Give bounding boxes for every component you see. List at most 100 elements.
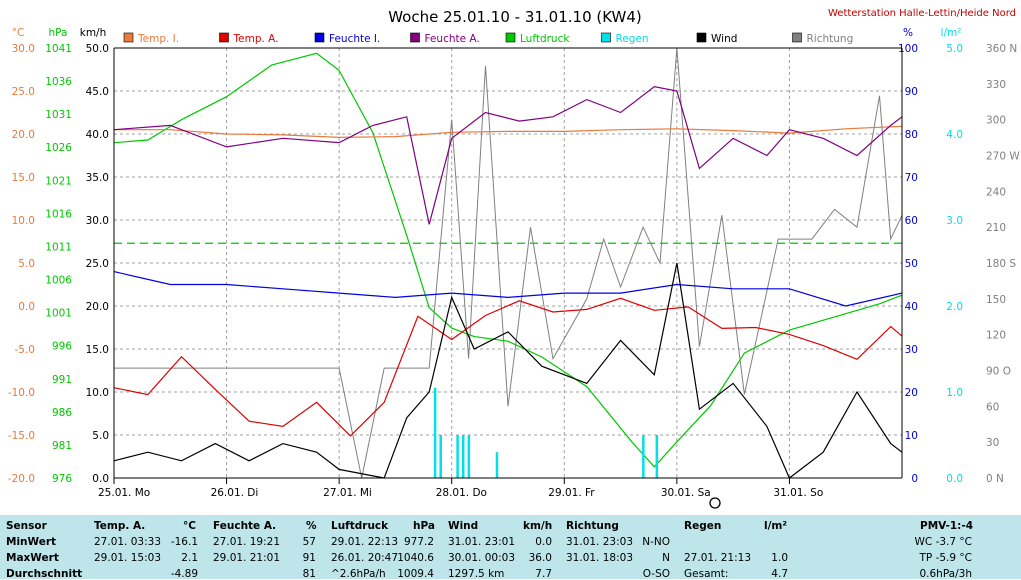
stats-row-label: Durchschnitt	[6, 568, 83, 580]
axis-tick-label: 20	[905, 387, 918, 399]
axis-tick-label: 991	[52, 374, 72, 386]
series-line-luftdruck	[113, 52, 903, 468]
axis-tick-label: 0 N	[986, 473, 1004, 485]
rain-bar	[439, 435, 442, 478]
stats-cell: -4.89	[170, 568, 198, 580]
axis-tick-label: 10.0	[12, 215, 35, 227]
legend-label: Temp. A.	[233, 33, 279, 45]
axis-tick-label: 1031	[45, 109, 72, 121]
stats-cell: 31.01. 18:03	[566, 552, 633, 564]
axis-tick-label: 60	[905, 215, 918, 227]
stats-unit-wind: km/h	[523, 520, 553, 532]
stats-head-wind: Wind	[448, 520, 479, 532]
axis-tick-label: 0.0	[92, 473, 109, 485]
axis-tick-label: 30.0	[86, 215, 109, 227]
axis-tick-label: 45.0	[86, 86, 109, 98]
stats-cell: TP -5.9 °C	[919, 552, 973, 564]
axis-tick-label: 40	[905, 301, 918, 313]
axis-unit-pressure: hPa	[49, 27, 68, 39]
stats-cell: ^2.6hPa/h	[331, 568, 386, 580]
legend: Temp. I. Temp. A. Feuchte I. Feuchte A. Luft…	[123, 32, 854, 45]
axis-tick-label: 10	[905, 430, 918, 442]
axis-tick-label: 2.0	[946, 301, 963, 313]
series-line-richtung	[114, 47, 903, 479]
axis-tick-label: 50	[905, 258, 918, 270]
axes: 30.0 25.0 20.0 15.0 10.0 5.0 0.0 -5.0 -10.0 -15.0…	[8, 27, 1021, 499]
rain-bar	[456, 435, 459, 478]
stats-cell: 7.7	[535, 568, 552, 580]
axis-tick-label: 30.0	[12, 43, 35, 55]
axis-tick-label: -20.0	[8, 473, 35, 485]
stats-cell: 27.01. 19:21	[213, 536, 280, 548]
stats-cell: 31.01. 23:03	[566, 536, 633, 548]
legend-swatch	[792, 32, 802, 43]
stats-cell: 0.6hPa/3h	[919, 568, 972, 580]
axis-unit-humidity: %	[903, 27, 913, 39]
legend-swatch	[696, 32, 707, 43]
axis-tick-label: 100	[898, 43, 918, 55]
stats-cell: WC -3.7 °C	[914, 536, 972, 548]
stats-unit-pressure: hPa	[413, 520, 435, 532]
stats-cell: Gesamt:	[684, 568, 729, 580]
axis-tick-label: -10.0	[8, 387, 35, 399]
legend-label: Regen	[616, 33, 649, 45]
axis-tick-label: 10.0	[86, 387, 109, 399]
stats-cell: N-NO	[642, 536, 670, 548]
axis-tick-label: 20.0	[86, 301, 109, 313]
stats-cell: 1.0	[771, 552, 788, 564]
axis-tick-label: 270 W	[986, 151, 1020, 163]
stats-table: Sensor Temp. A. °C Feuchte A. % Luftdruc…	[0, 515, 1021, 580]
axis-tick-label: 981	[52, 440, 72, 452]
legend-label: Richtung	[807, 33, 854, 45]
axis-tick-label: 4.0	[946, 129, 963, 141]
axis-tick-label: 50.0	[86, 43, 109, 55]
stats-unit-rain: l/m²	[764, 520, 787, 532]
stats-head-rain: Regen	[684, 520, 722, 532]
stats-cell: 977.2	[403, 536, 434, 548]
day-label: 31.01. So	[773, 487, 823, 499]
stats-head-pressure: Luftdruck	[331, 520, 389, 532]
stats-cell: 26.01. 20:47	[331, 552, 398, 564]
axis-unit-rain: l/m²	[941, 27, 962, 39]
stats-cell: 1297.5 km	[448, 568, 505, 580]
axis-tick-label: 1021	[45, 175, 72, 187]
axis-tick-label: 25.0	[12, 86, 35, 98]
axis-tick-label: 20.0	[12, 129, 35, 141]
axis-tick-label: 80	[905, 129, 918, 141]
axis-tick-label: 0.0	[946, 473, 963, 485]
axis-tick-label: 150	[986, 294, 1006, 306]
axis-tick-label: 1006	[45, 275, 72, 287]
marker-icon	[709, 497, 721, 509]
axis-tick-label: 1041	[45, 43, 72, 55]
legend-label: Luftdruck	[520, 33, 570, 45]
legend-label: Feuchte A.	[425, 33, 480, 45]
stats-row-label: MaxWert	[6, 552, 59, 564]
axis-tick-label: 240	[986, 186, 1006, 198]
stats-cell: -16.1	[170, 536, 198, 548]
stats-cell: 36.0	[528, 552, 552, 564]
axis-tick-label: -15.0	[8, 430, 35, 442]
stats-cell: N	[662, 552, 670, 564]
axis-tick-label: 3.0	[946, 215, 963, 227]
stats-head-humidity: Feuchte A.	[213, 520, 277, 532]
day-label: 25.01. Mo	[98, 487, 150, 499]
series-line-feuchte-i	[113, 271, 903, 307]
legend-label: Temp. I.	[137, 33, 179, 45]
axis-tick-label: 40.0	[86, 129, 109, 141]
stats-cell: 27.01. 03:33	[94, 536, 161, 548]
stats-cell: 29.01. 22:13	[331, 536, 398, 548]
axis-tick-label: 1.0	[946, 387, 963, 399]
stats-cell: 2.1	[181, 552, 198, 564]
axis-tick-label: 1016	[45, 208, 72, 220]
series-line-wind	[113, 262, 903, 479]
legend-label: Feuchte I.	[329, 33, 380, 45]
axis-tick-label: 15.0	[86, 344, 109, 356]
stats-head-sensor: Sensor	[6, 520, 47, 532]
stats-cell: 1040.6	[397, 552, 434, 564]
stats-cell: 57	[302, 536, 316, 548]
stats-unit-humidity: %	[306, 520, 317, 532]
rain-bar	[495, 452, 499, 478]
stats-pmv-title: PMV-1:-4	[920, 520, 974, 532]
rain-bar	[655, 435, 659, 478]
day-label: 26.01. Di	[211, 487, 259, 499]
